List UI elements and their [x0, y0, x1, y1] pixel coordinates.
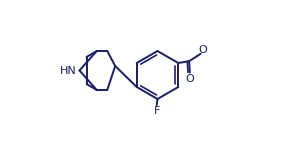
Text: O: O: [186, 74, 194, 84]
Text: F: F: [154, 106, 160, 116]
Text: HN: HN: [60, 66, 77, 75]
Text: O: O: [198, 45, 207, 55]
